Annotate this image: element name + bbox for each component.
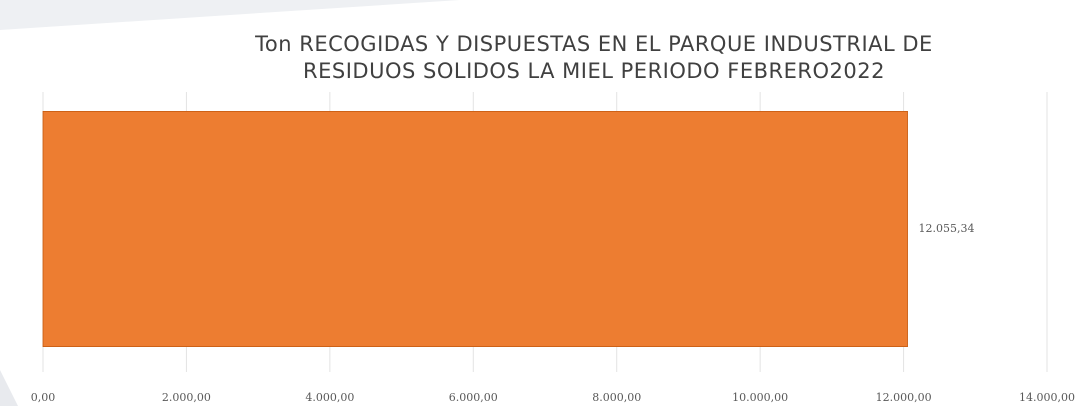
chart-title: RESIDUOS SOLIDOS LA MIEL PERIODO FEBRERO… (303, 59, 885, 83)
x-tick-label: 0,00 (31, 391, 56, 404)
x-tick-label: 10.000,00 (732, 391, 788, 404)
x-tick-label: 12.000,00 (876, 391, 932, 404)
x-tick-label: 2.000,00 (162, 391, 211, 404)
background-corner (0, 0, 460, 30)
x-tick-label: 4.000,00 (305, 391, 354, 404)
bar (42, 111, 908, 347)
background-corner (0, 370, 18, 406)
data-label: 12.055,34 (919, 222, 975, 235)
x-tick-label: 6.000,00 (449, 391, 498, 404)
x-tick-label: 14.000,00 (1019, 391, 1075, 404)
chart-title: Ton RECOGIDAS Y DISPUESTAS EN EL PARQUE … (254, 32, 933, 56)
x-tick-label: 8.000,00 (592, 391, 641, 404)
